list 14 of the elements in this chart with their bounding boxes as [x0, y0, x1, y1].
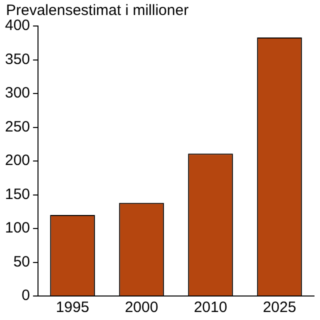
x-tick-label: 1995 [56, 299, 90, 316]
x-tick-label: 2010 [194, 299, 228, 316]
x-tick-label: 2000 [124, 299, 158, 316]
y-tick-label: 300 [4, 84, 30, 102]
y-tick-label: 100 [4, 220, 30, 237]
y-tick-label: 200 [4, 152, 30, 170]
y-tick-label: 150 [4, 186, 30, 203]
y-tick-label: 0 [22, 287, 30, 304]
x-tick-label: 2025 [262, 299, 296, 316]
y-tick-label: 400 [4, 17, 30, 34]
y-tick-label: 250 [4, 118, 30, 136]
y-tick-label: 50 [13, 253, 30, 270]
y-tick-label: 350 [4, 50, 30, 68]
y-axis-title: Prevalensestimat i millioner [6, 2, 189, 19]
